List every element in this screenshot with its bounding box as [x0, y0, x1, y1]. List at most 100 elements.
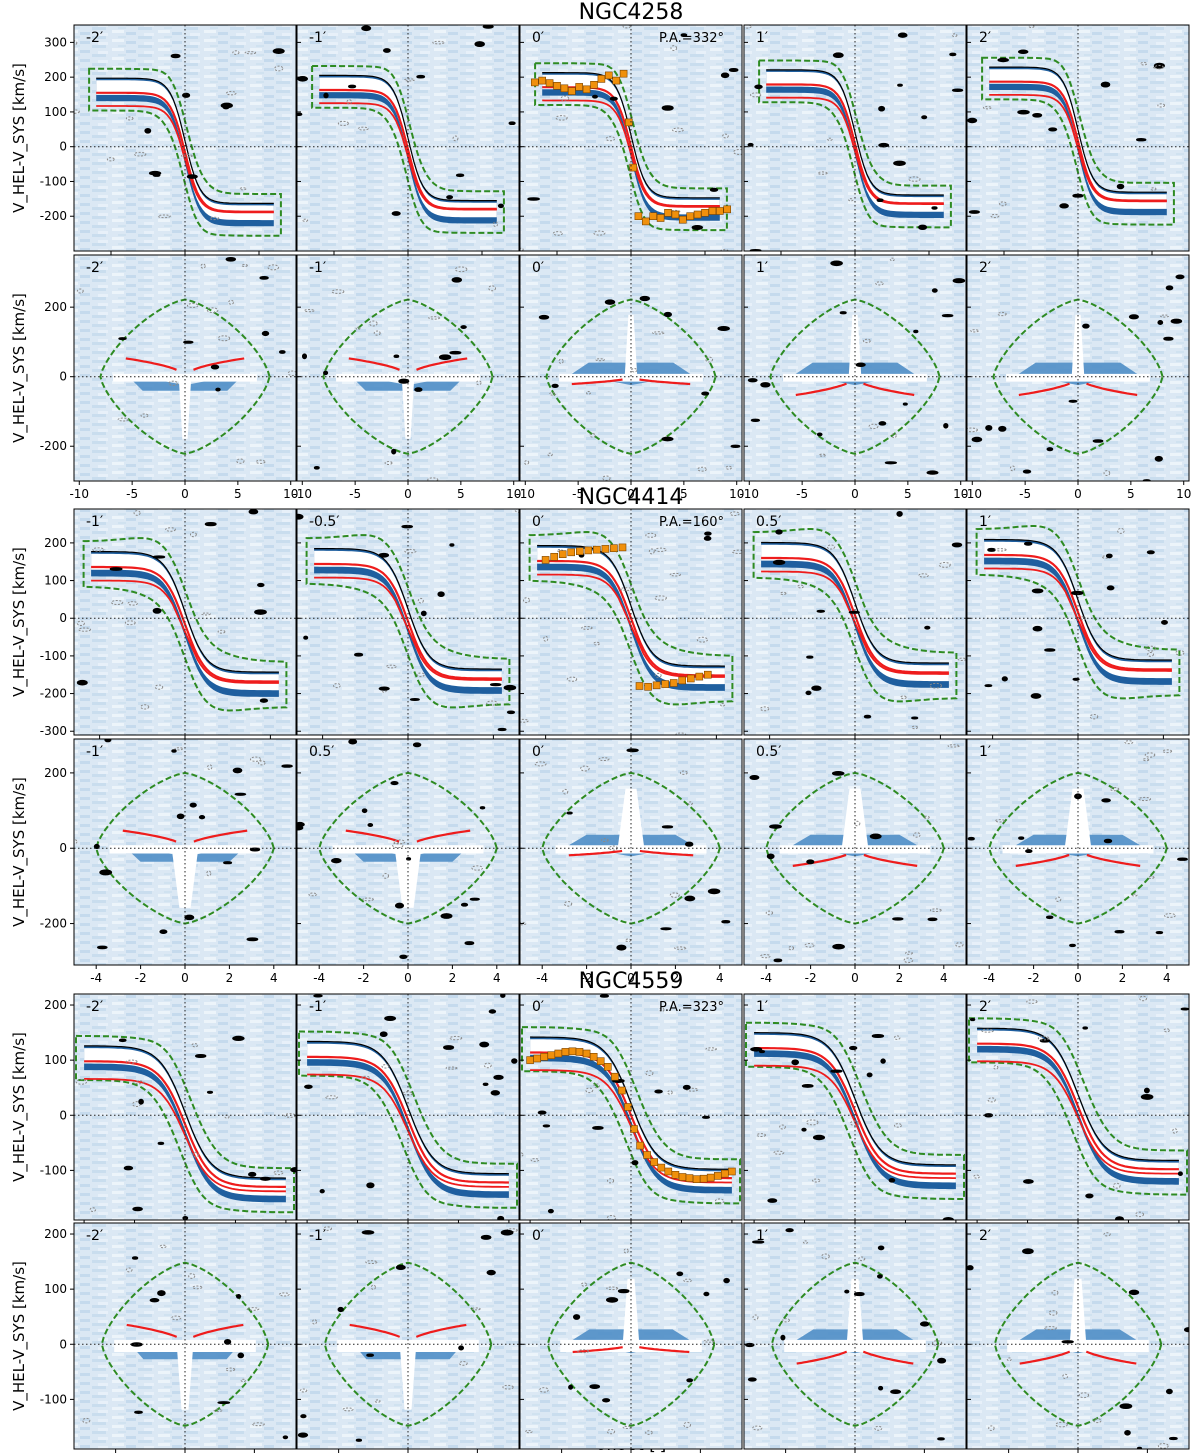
noise-contour: [125, 1267, 133, 1273]
orange-data-point: [540, 1053, 549, 1061]
noise-contour: [207, 764, 213, 770]
y-tick-label: -200: [40, 687, 67, 701]
noise-contour: [705, 1047, 717, 1051]
masked-region: [617, 788, 645, 849]
noise-contour: [1001, 676, 1008, 682]
noise-contour: [200, 263, 206, 269]
panel-content: [967, 1223, 1189, 1449]
pv-panel: -4 -2 0 2 4 1′: [966, 738, 1190, 985]
noise-contour: [730, 444, 741, 448]
noise-contour: [994, 548, 1007, 552]
panel-content: [744, 739, 966, 965]
noise-contour: [1093, 1418, 1102, 1424]
noise-contour: [109, 567, 123, 571]
noise-contour: [140, 704, 150, 710]
noise-contour: [913, 832, 921, 838]
noise-contour: [669, 572, 681, 577]
noise-contour: [998, 425, 1007, 432]
noise-contour: [566, 676, 578, 682]
noise-contour: [1017, 49, 1029, 55]
noise-contour: [297, 513, 304, 520]
noise-contour: [750, 418, 761, 422]
orange-data-point: [567, 87, 576, 95]
y-tick-label: 0: [59, 370, 67, 384]
noise-contour: [617, 1288, 630, 1294]
noise-contour: [654, 547, 667, 552]
noise-contour: [355, 326, 361, 330]
noise-contour: [1078, 1392, 1090, 1399]
orange-data-point: [618, 1086, 626, 1095]
noise-contour: [993, 1065, 999, 1070]
noise-contour: [702, 1115, 710, 1119]
noise-contour: [967, 117, 978, 124]
x-tick-label: -10: [962, 487, 982, 501]
noise-contour: [1103, 470, 1111, 477]
orange-data-point: [669, 679, 678, 687]
noise-contour: [184, 914, 195, 921]
model-curve: [761, 556, 949, 674]
noise-contour: [520, 921, 527, 926]
orange-data-point: [644, 682, 652, 691]
noise-contour: [1045, 915, 1054, 920]
noise-contour: [537, 1110, 547, 1115]
x-tick-label: 0: [404, 487, 412, 501]
title-ngc4258: NGC4258: [579, 0, 684, 25]
orange-data-point: [641, 217, 650, 226]
pv-panel: -100101′: [743, 24, 967, 271]
noise-contour: [346, 99, 353, 105]
orange-data-point: [558, 550, 567, 559]
noise-contour: [1180, 1007, 1189, 1011]
orange-data-point: [575, 1048, 584, 1056]
noise-contour: [731, 549, 742, 554]
noise-contour: [750, 1047, 763, 1052]
green-envelope: [298, 1030, 518, 1209]
noise-contour: [455, 173, 465, 178]
noise-contour: [406, 857, 412, 861]
noise-contour: [159, 929, 168, 935]
noise-contour: [849, 1045, 858, 1051]
noise-contour: [1157, 319, 1164, 326]
noise-contour: [686, 1378, 694, 1383]
slice-offset-label: 1′: [756, 1228, 768, 1244]
noise-contour: [670, 45, 678, 52]
y-tick-label: 200: [44, 998, 67, 1012]
noise-contour: [217, 629, 226, 634]
noise-contour: [691, 225, 704, 230]
panel-content: [520, 994, 742, 1220]
x-tick-label: 0: [1074, 487, 1082, 501]
green-envelope: [95, 771, 275, 925]
noise-contour: [779, 591, 787, 596]
orange-data-point: [723, 205, 732, 214]
noise-contour: [452, 135, 459, 142]
noise-contour: [1169, 1436, 1178, 1441]
noise-contour: [720, 702, 726, 707]
noise-contour: [171, 749, 177, 753]
green-envelope: [752, 528, 958, 703]
orange-data-point: [664, 1167, 673, 1176]
noise-contour: [201, 612, 211, 616]
panel-content: [967, 25, 1189, 251]
slice-offset-label: 1′: [756, 260, 768, 276]
x-tick-label: 0: [404, 971, 412, 985]
noise-contour: [1031, 588, 1044, 594]
noise-contour: [490, 1090, 501, 1096]
noise-contour: [520, 718, 529, 723]
noise-contour: [551, 383, 559, 389]
noise-contour: [228, 299, 235, 305]
noise-contour: [176, 813, 185, 820]
noise-contour: [367, 823, 374, 827]
noise-contour: [1138, 796, 1152, 802]
noise-contour: [470, 1307, 481, 1311]
orange-data-point: [686, 674, 695, 683]
noise-contour: [929, 682, 943, 689]
noise-contour: [848, 198, 854, 202]
noise-contour: [404, 548, 417, 554]
noise-contour: [589, 1384, 601, 1389]
masked-region: [779, 845, 931, 854]
orange-data-point: [624, 118, 633, 127]
noise-contour: [619, 587, 633, 591]
masked-region: [171, 848, 199, 908]
orange-data-point: [575, 547, 584, 556]
orange-data-point: [630, 1125, 638, 1133]
